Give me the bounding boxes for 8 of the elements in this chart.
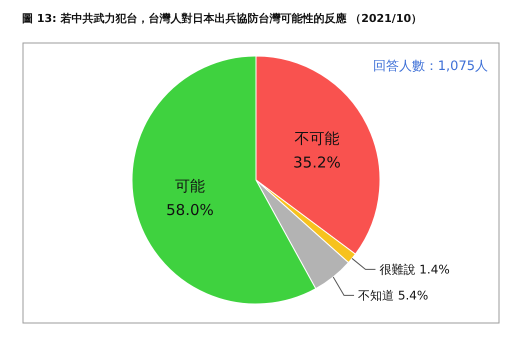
chart-title: 圖 13: 若中共武力犯台，台灣人對日本出兵協防台灣可能性的反應 （2021/10） [22, 12, 422, 25]
data-label: 58.0% [166, 200, 214, 219]
slice-label: 很難說 1.4% [379, 262, 450, 276]
text: 回答人數：1,075人 [372, 59, 488, 74]
slice-label: 不可能 [294, 129, 340, 148]
data-label: 35.2% [293, 153, 341, 172]
slice-label: 可能 [174, 176, 205, 195]
slice-label: 不知道 5.4% [358, 288, 428, 302]
